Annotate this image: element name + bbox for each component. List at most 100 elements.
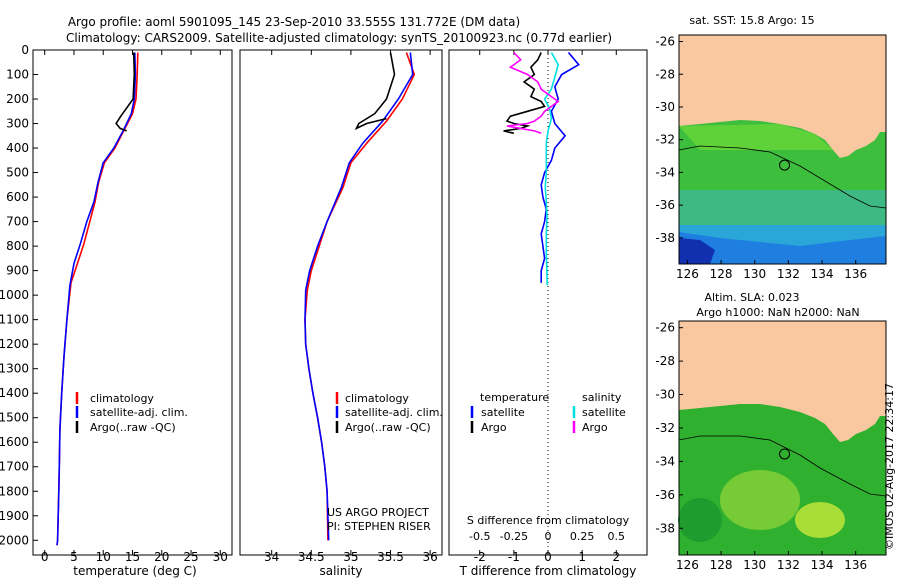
map-y-tick-label: -36 <box>655 198 675 212</box>
imos-timestamp: ©IMOS 02-Aug-2017 22:34:17 <box>883 383 896 550</box>
y-tick-label: 1300 <box>0 362 29 376</box>
temperature-legend: climatology satellite-adj. clim. Argo(..… <box>75 392 188 434</box>
sla-positive-anomaly-2 <box>795 502 845 538</box>
series-line-3 <box>506 51 560 135</box>
x-tick-label: 0 <box>544 550 552 564</box>
legend-climatology: climatology <box>90 392 154 405</box>
map-y-tick-label: -28 <box>655 67 675 81</box>
map-y-tick-label: -26 <box>655 321 675 335</box>
salinity-axes-frame <box>239 49 443 556</box>
sst-coldest-band <box>679 232 886 264</box>
t-difference-xlabel: T difference from climatology <box>459 564 637 578</box>
sla-positive-anomaly <box>720 470 800 530</box>
map-x-tick-label: 126 <box>676 558 699 572</box>
x-tick-label: 36 <box>422 550 437 564</box>
legend-argo: Argo(..raw -QC) <box>345 421 431 434</box>
sst-map-axes: 126 128 130 132 134 136 -26 -28 -30 -32 -34 -36 -38 <box>655 35 867 281</box>
salinity-series <box>304 52 416 541</box>
legend-t-satellite: satellite <box>481 406 525 419</box>
difference-legend: temperature salinity satellite satellite… <box>470 391 626 434</box>
map-x-tick-label: 132 <box>777 558 800 572</box>
x-tick-label: 10 <box>96 550 111 564</box>
series-line-2 <box>503 52 546 135</box>
sla-negative-anomaly <box>678 498 722 542</box>
map-x-tick-label: 130 <box>743 267 766 281</box>
temperature-x-axis: 0 5 10 15 20 25 30 <box>41 50 228 564</box>
map-y-tick-label: -38 <box>655 231 675 245</box>
map-y-tick-label: -32 <box>655 421 675 435</box>
salinity-x-axis: 34 34.5 35 35.5 36 <box>264 50 438 564</box>
legend-s-satellite: satellite <box>582 406 626 419</box>
legend-satellite: satellite-adj. clim. <box>345 406 443 419</box>
sst-map-title: sat. SST: 15.8 Argo: 15 <box>689 14 814 27</box>
y-tick-label: 900 <box>6 264 29 278</box>
x-tick-label: 34 <box>264 550 279 564</box>
legend-climatology: climatology <box>345 392 409 405</box>
y-tick-label: 0 <box>21 43 29 57</box>
legend-salinity-title: salinity <box>582 391 622 404</box>
map-y-tick-label: -30 <box>655 100 675 114</box>
difference-panel: -2 -1 0 1 2 temperature salinity satellite s… <box>448 49 648 578</box>
temperature-series <box>56 52 139 546</box>
y-tick-label: 1600 <box>0 435 29 449</box>
y-tick-label: 100 <box>6 68 29 82</box>
x-tick-label: -2 <box>474 550 486 564</box>
y-tick-label: 1200 <box>0 337 29 351</box>
s-tick-label: -0.25 <box>500 530 528 543</box>
project-line-1: US ARGO PROJECT <box>327 506 429 519</box>
title-line-2: Climatology: CARS2009. Satellite-adjuste… <box>66 31 612 45</box>
sla-argo-location-marker <box>779 448 791 460</box>
y-tick-label: 1400 <box>0 386 29 400</box>
y-tick-label: 1100 <box>0 313 29 327</box>
map-y-tick-label: -38 <box>655 521 675 535</box>
salinity-panel: 34 34.5 35 35.5 36 climatology satellite-adj… <box>239 49 443 578</box>
map-y-tick-label: -36 <box>655 488 675 502</box>
s-difference-label: S difference from climatology <box>467 514 630 527</box>
map-x-tick-label: 128 <box>710 558 733 572</box>
series-line-1 <box>304 52 414 541</box>
salinity-legend: climatology satellite-adj. clim. Argo(..… <box>335 392 443 434</box>
legend-satellite: satellite-adj. clim. <box>90 406 188 419</box>
sst-map-frame <box>678 34 887 265</box>
map-x-tick-label: 134 <box>811 558 834 572</box>
x-tick-label: 34.5 <box>298 550 325 564</box>
series-line-1 <box>543 52 560 286</box>
series-line-2 <box>115 52 136 132</box>
temperature-xlabel: temperature (deg C) <box>73 564 196 578</box>
sla-map-panel: Altim. SLA: 0.023 Argo h1000: NaN h2000:… <box>655 291 887 572</box>
x-tick-label: 2 <box>612 550 620 564</box>
map-y-tick-label: -34 <box>655 165 675 179</box>
x-tick-label: 15 <box>125 550 140 564</box>
series-line-1 <box>56 52 137 546</box>
y-tick-label: 300 <box>6 117 29 131</box>
map-y-tick-label: -28 <box>655 354 675 368</box>
sst-map-panel: sat. SST: 15.8 Argo: 15 126 128 130 132 134 1… <box>655 14 887 281</box>
map-x-tick-label: 126 <box>676 267 699 281</box>
y-tick-label: 200 <box>6 92 29 106</box>
sst-argo-location-marker <box>779 159 791 171</box>
sst-cool-band <box>679 190 886 230</box>
map-x-tick-label: 128 <box>710 267 733 281</box>
x-tick-label: 25 <box>183 550 198 564</box>
map-x-tick-label: 130 <box>743 558 766 572</box>
y-tick-label: 1500 <box>0 411 29 425</box>
y-tick-label: 1800 <box>0 484 29 498</box>
x-tick-label: 35.5 <box>377 550 404 564</box>
y-tick-label: 800 <box>6 239 29 253</box>
sla-map-title-line-1: Altim. SLA: 0.023 <box>704 291 799 304</box>
title-line-1: Argo profile: aoml 5901095_145 23-Sep-20… <box>68 15 520 29</box>
x-tick-label: 1 <box>578 550 586 564</box>
x-tick-label: 35 <box>343 550 358 564</box>
map-y-tick-label: -30 <box>655 388 675 402</box>
difference-x-axis: -2 -1 0 1 2 <box>474 50 620 564</box>
sst-deep-blue-patch <box>679 238 715 264</box>
sla-map-frame <box>678 320 887 556</box>
salinity-xlabel: salinity <box>319 564 362 578</box>
sla-bathymetry-contour <box>678 435 887 497</box>
s-tick-label: 0.5 <box>608 530 626 543</box>
x-tick-label: -1 <box>508 550 520 564</box>
y-tick-label: 600 <box>6 190 29 204</box>
sst-bathymetry-contour <box>678 145 887 209</box>
s-tick-label: 0.25 <box>570 530 595 543</box>
